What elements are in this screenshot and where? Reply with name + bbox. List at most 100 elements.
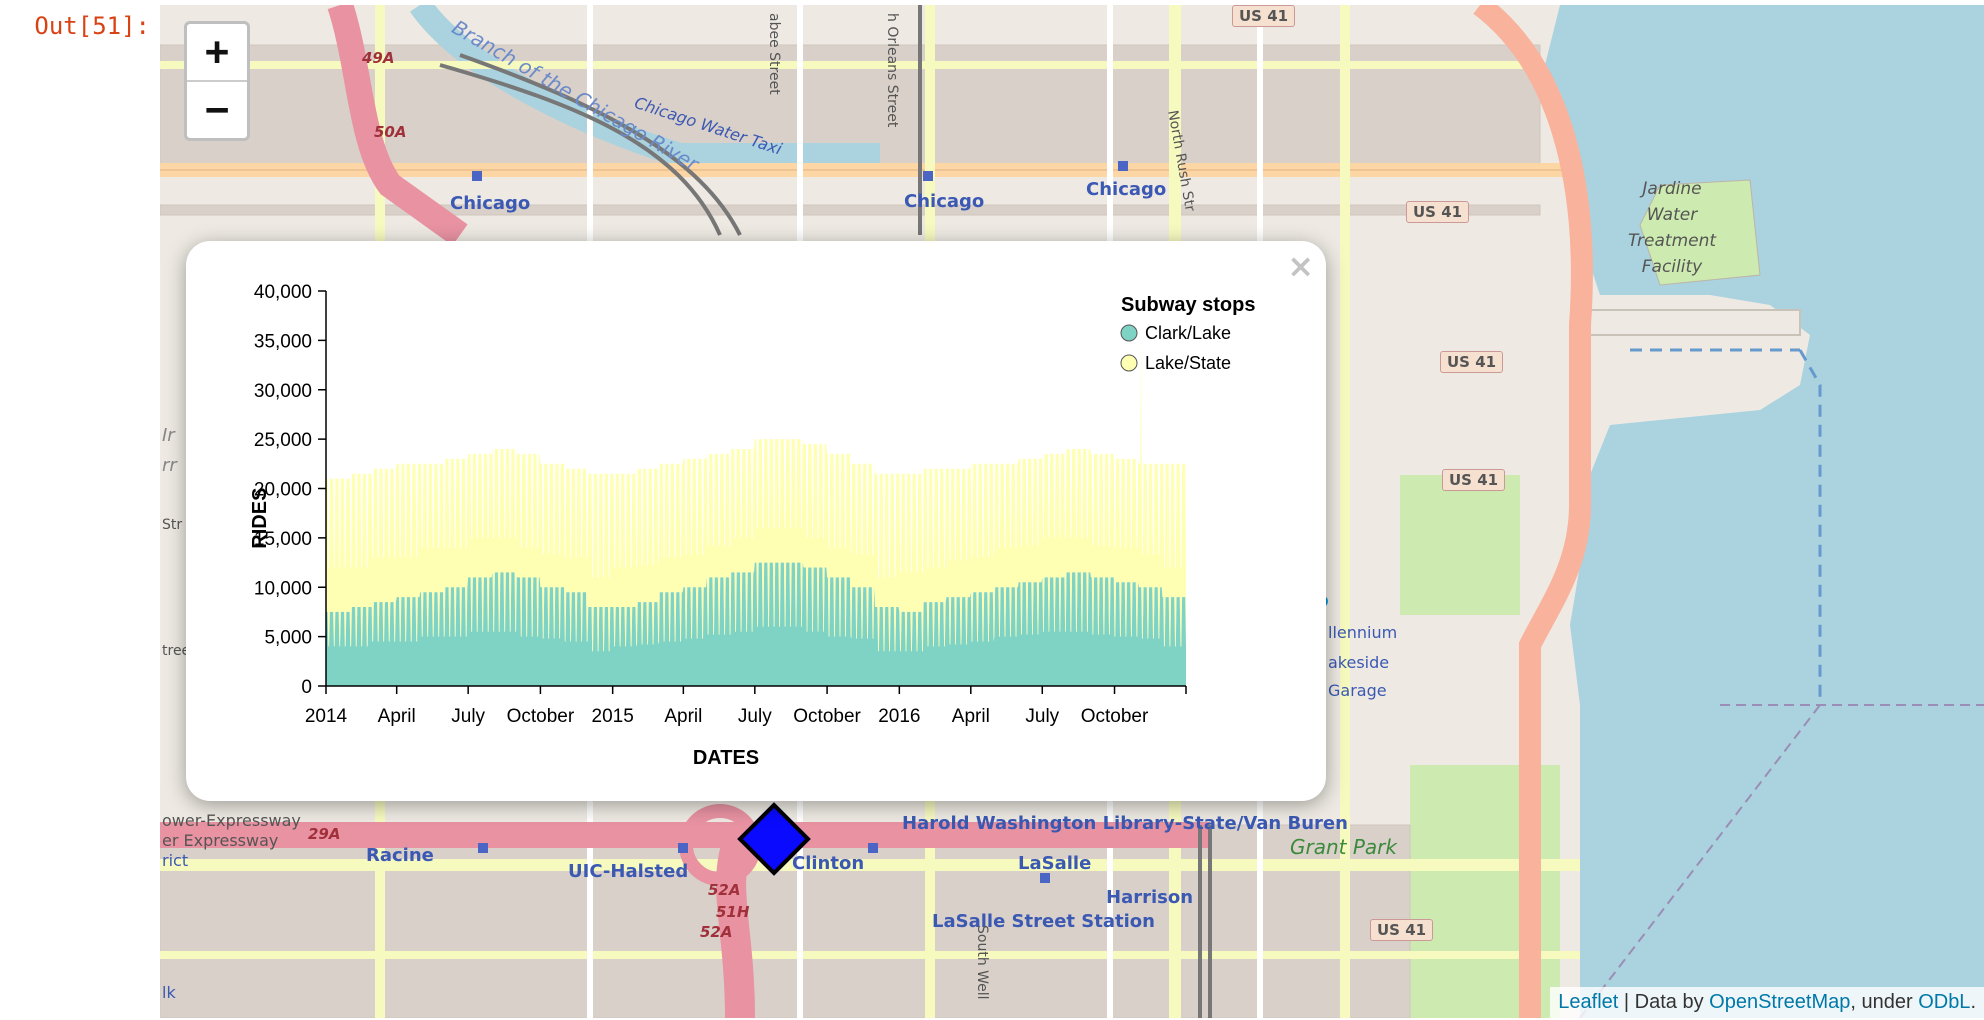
route-52a-1: 52A [708,881,741,899]
label-grant-park: Grant Park [1290,835,1397,859]
label-chicago-1: Chicago [450,193,531,214]
popup-close-button[interactable]: × [1287,247,1314,285]
ridership-chart: 0 5,000 10,000 15,000 20,000 25,000 30,000 35,0… [249,282,1255,769]
label-rr: rr [162,455,177,476]
label-jardine: Jardine [1642,179,1702,199]
map-attribution: Leaflet | Data by OpenStreetMap, under O… [1550,987,1984,1018]
legend-swatch [1120,324,1138,342]
leaflet-link[interactable]: Leaflet [1558,991,1619,1013]
millennium-park [1400,475,1520,615]
zoom-out-button[interactable]: − [187,80,247,138]
label-chicago-2: Chicago [904,191,985,212]
output-prompt: Out[51]: [34,12,150,40]
label-harold-washington: Harold Washington Library-State/Van Bure… [902,813,1348,834]
series-layer [326,330,1186,686]
lake-shore-drive [1473,5,1593,1018]
attribution-text-3: . [1970,991,1976,1013]
lake-water [1540,5,1984,1018]
zoom-in-button[interactable]: + [204,29,230,75]
x-tick-label: October [793,706,861,727]
label-uic-halsted: UIC-Halsted [568,861,689,882]
chart-popup: × 0 5,000 10,000 15,000 20,000 25,000 30,000 35… [186,241,1326,801]
label-eisenhower-1: ower-Expressway [162,811,301,830]
openstreetmap-link[interactable]: OpenStreetMap [1709,991,1851,1013]
route-52a-2: 52A [700,923,733,941]
attribution-text-2: , under [1850,991,1919,1013]
expressway [327,5,468,246]
shield-us41-3: US 41 [1440,351,1504,373]
odbl-link[interactable]: ODbL [1918,991,1971,1013]
label-clinton: Clinton [792,853,865,874]
y-tick-label: 35,000 [254,331,312,352]
label-south-wells: South Well [974,925,990,1000]
x-tick-label: July [451,706,485,727]
route-49a: 49A [362,49,395,67]
label-str: Str [162,517,183,533]
y-axis-title: RIDES [249,488,271,549]
route-50a: 50A [374,123,407,141]
x-tick-label: April [664,706,702,727]
x-tick-label: April [378,706,416,727]
label-treatment: Treatment [1627,231,1717,251]
water-facility [1639,179,1761,286]
navy-pier [1579,309,1801,336]
label-lk: lk [162,983,176,1002]
label-rict: rict [162,851,189,870]
shield-us41-5: US 41 [1370,919,1434,941]
x-tick-label: July [1025,706,1059,727]
route-29a: 29A [308,825,341,843]
x-tick-label: October [1081,706,1149,727]
zoom-control: + − [184,21,250,141]
x-tick-label: April [952,706,990,727]
legend-label: Lake/State [1145,353,1231,373]
route-51h: 51H [716,903,750,921]
label-sedgwick: abee Street [766,13,782,95]
lake-boundary [1579,704,1984,1018]
dan-ryan-expressway [716,829,755,1018]
x-axis-title: DATES [693,747,759,769]
y-tick-label: 40,000 [254,282,312,303]
label-orleans: h Orleans Street [884,13,900,128]
y-tick-label: 20,000 [254,480,312,501]
label-millennium: llennium [1328,623,1398,642]
label-lasalle: LaSalle [1018,853,1092,874]
label-harrison: Harrison [1106,887,1194,908]
label-lasalle-street-station: LaSalle Street Station [932,911,1155,932]
label-tree: tree [162,643,191,659]
rail-lines [439,5,1212,1018]
label-lakeside: akeside [1328,653,1390,672]
series-area-lake-state [326,330,1186,652]
streets [160,5,1580,1018]
y-tick-label: 15,000 [254,529,312,550]
label-water: Water [1646,205,1698,225]
shield-us41-4: US 41 [1442,469,1506,491]
series-area-clark-lake [326,562,1186,686]
label-racine: Racine [366,845,434,866]
x-tick-label: 2014 [305,706,348,727]
station-markers [472,161,1128,883]
x-tick-label: 2016 [878,706,920,727]
map-container[interactable]: Chicago Chicago Chicago Clinton LaSalle … [160,5,1984,1018]
label-garage: Garage [1328,681,1387,700]
legend-swatch [1120,354,1138,372]
attribution-text-1: | Data by [1618,991,1710,1013]
shield-us41-1: US 41 [1232,5,1296,27]
label-facility: Facility [1641,257,1703,277]
legend-title: Subway stops [1121,294,1255,316]
map-tiles[interactable] [160,5,1984,1018]
y-tick-label: 5,000 [264,628,312,649]
axes-layer: 0 5,000 10,000 15,000 20,000 25,000 30,000 35,0… [249,282,1187,769]
y-tick-label: 10,000 [254,578,312,599]
label-eisenhower-2: er Expressway [162,831,279,850]
y-tick-label: 0 [301,677,312,698]
breakwater [1630,348,1822,705]
legend-label: Clark/Lake [1145,323,1231,343]
legend-layer: Subway stops Clark/Lake Lake/State [1120,294,1255,373]
x-tick-label: July [738,706,772,727]
y-tick-label: 25,000 [254,430,312,451]
x-tick-label: October [507,706,575,727]
x-tick-label: 2015 [592,706,634,727]
label-ir: Ir [162,425,175,446]
shield-us41-2: US 41 [1406,201,1470,223]
y-tick-label: 30,000 [254,381,312,402]
